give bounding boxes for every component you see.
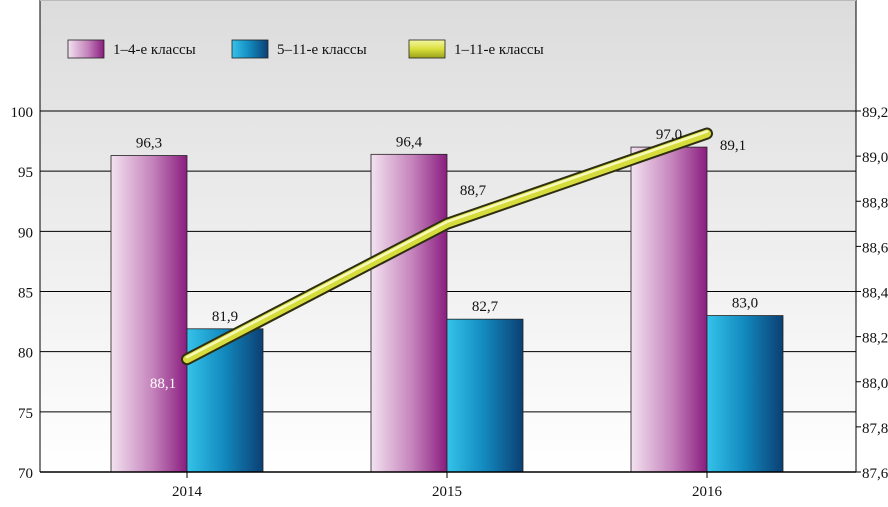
legend-label: 1–11-е классы bbox=[454, 42, 544, 58]
legend-item: 1–4-е классы bbox=[68, 40, 196, 58]
right-tick-label: 89,2 bbox=[862, 105, 888, 121]
left-tick-label: 95 bbox=[18, 165, 33, 181]
right-tick-label: 88,4 bbox=[862, 286, 888, 302]
right-tick-label: 87,6 bbox=[862, 466, 888, 482]
right-tick-label: 89,0 bbox=[862, 150, 888, 166]
right-tick-label: 87,8 bbox=[862, 421, 888, 437]
x-tick-label: 2014 bbox=[172, 484, 203, 500]
right-tick-label: 88,8 bbox=[862, 195, 888, 211]
left-tick-label: 85 bbox=[18, 286, 33, 302]
bar-grades-5-11 bbox=[707, 316, 783, 472]
right-tick-label: 88,2 bbox=[862, 331, 888, 347]
bar-value-label: 96,4 bbox=[396, 134, 423, 150]
legend-item: 1–11-е классы bbox=[409, 40, 544, 58]
bar-value-label: 97,0 bbox=[656, 127, 682, 143]
legend-swatch bbox=[409, 40, 445, 58]
bar-grades-1-4 bbox=[111, 156, 187, 472]
right-tick-label: 88,0 bbox=[862, 376, 888, 392]
bar-grades-1-4 bbox=[371, 154, 447, 472]
bar-grades-1-4 bbox=[631, 147, 707, 472]
left-tick-label: 90 bbox=[18, 225, 33, 241]
right-tick-label: 88,6 bbox=[862, 240, 888, 256]
bar-value-label: 82,7 bbox=[472, 299, 499, 315]
bar-grades-5-11 bbox=[447, 319, 523, 472]
bar-value-label: 81,9 bbox=[212, 309, 238, 325]
x-tick-label: 2016 bbox=[692, 484, 723, 500]
line-value-label: 89,1 bbox=[720, 138, 746, 154]
bar-value-label: 96,3 bbox=[136, 136, 162, 152]
line-value-label: 88,1 bbox=[150, 376, 176, 392]
legend: 1–4-е классы 5–11-е классы 1–11-е классы bbox=[68, 40, 544, 58]
left-tick-label: 80 bbox=[18, 346, 33, 362]
left-tick-label: 100 bbox=[11, 105, 34, 121]
legend-swatch bbox=[232, 40, 268, 58]
bar-value-label: 83,0 bbox=[732, 296, 758, 312]
left-tick-label: 70 bbox=[18, 466, 33, 482]
x-tick-label: 2015 bbox=[432, 484, 462, 500]
legend-swatch bbox=[68, 40, 104, 58]
left-tick-label: 75 bbox=[18, 406, 33, 422]
legend-label: 1–4-е классы bbox=[113, 42, 196, 58]
legend-label: 5–11-е классы bbox=[277, 42, 367, 58]
line-value-label: 88,7 bbox=[460, 183, 487, 199]
legend-item: 5–11-е классы bbox=[232, 40, 367, 58]
